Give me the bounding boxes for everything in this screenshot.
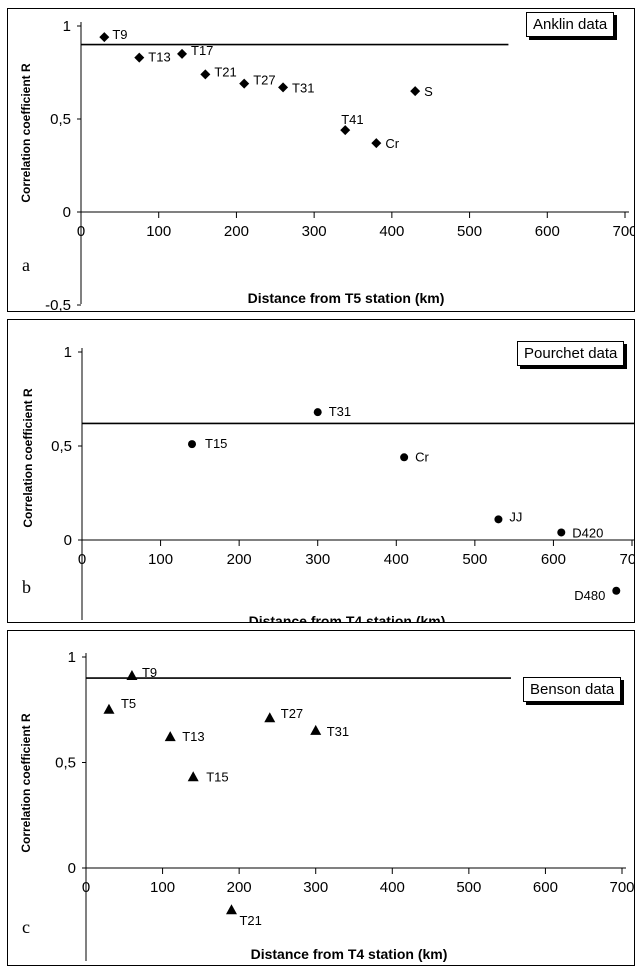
data-point-d420: [557, 528, 566, 537]
legend-benson: Benson data: [523, 677, 622, 702]
x-tick-label: 700: [619, 551, 634, 568]
y-tick-label: 0,5: [50, 111, 71, 128]
y-tick-label: 0: [63, 204, 71, 221]
x-tick-label: 600: [541, 551, 566, 568]
point-label-t21: T21: [239, 913, 261, 928]
x-tick-label: 300: [303, 879, 328, 896]
y-tick-label: -0,5: [45, 297, 71, 311]
panel-letter: b: [22, 577, 31, 597]
chart-panel-b: 10,50-0,50100200300400500600700T31T15CrJ…: [7, 319, 635, 623]
point-label-t13: T13: [182, 729, 204, 744]
panel-letter: c: [22, 917, 30, 937]
y-tick-label: 1: [68, 649, 76, 666]
point-label-t31: T31: [327, 724, 349, 739]
y-tick-label: 0,5: [55, 755, 76, 772]
point-label-t31: T31: [329, 404, 351, 419]
x-tick-label: 100: [146, 223, 171, 240]
data-point-d480: [612, 586, 621, 595]
data-point-t9: [126, 669, 138, 680]
y-tick-label: 1: [64, 344, 72, 361]
x-axis-title: Distance from T5 station (km): [248, 290, 445, 306]
data-point-t31: [310, 724, 322, 735]
point-label-t15: T15: [206, 769, 228, 784]
data-point-t31: [313, 408, 322, 417]
x-tick-label: 400: [384, 551, 409, 568]
chart-b-svg: 10,50-0,50100200300400500600700T31T15CrJ…: [21, 344, 634, 622]
data-point-s: [410, 86, 421, 97]
data-point-t27: [239, 78, 250, 89]
y-tick-label: 0: [68, 860, 76, 877]
point-label-d420: D420: [572, 525, 603, 540]
point-label-t17: T17: [191, 43, 213, 58]
point-label-t15: T15: [205, 436, 227, 451]
chart-panel-c: 10,50-0,50100200300400500600700T9T5T13T2…: [7, 630, 635, 966]
x-tick-label: 400: [379, 223, 404, 240]
x-axis-title: Distance from T4 station (km): [249, 613, 446, 622]
y-axis-title: Correlation coefficient R: [21, 388, 35, 528]
data-point-t21: [225, 904, 237, 915]
x-tick-label: 0: [77, 223, 85, 240]
chart-panel-a: 1 0,5 0 -0,5 0 100 200 300 400 500 600 700 T9 T13 T17 T…: [7, 8, 635, 312]
data-point-t27: [264, 712, 276, 723]
x-tick-label: 600: [535, 223, 560, 240]
point-label-t41: T41: [341, 112, 363, 127]
legend-pourchet: Pourchet data: [517, 341, 625, 366]
x-tick-label: 0: [82, 879, 90, 896]
x-tick-label: 400: [380, 879, 405, 896]
y-tick-label: 1: [63, 18, 71, 35]
y-axis-title: Correlation coefficient R: [19, 713, 33, 853]
point-label-t13: T13: [148, 50, 170, 65]
point-label-t27: T27: [281, 706, 303, 721]
y-axis-title: Correlation coefficient R: [19, 63, 33, 203]
point-label-cr: Cr: [385, 136, 399, 151]
data-point-t9: [99, 32, 110, 43]
x-tick-label: 600: [533, 879, 558, 896]
point-label-t9: T9: [112, 27, 127, 42]
point-label-t21: T21: [214, 64, 236, 79]
x-tick-label: 200: [227, 879, 252, 896]
data-point-jj: [494, 515, 503, 524]
x-tick-label: 300: [305, 551, 330, 568]
data-point-cr: [371, 138, 382, 149]
data-point-cr: [400, 453, 409, 462]
x-tick-label: 500: [457, 223, 482, 240]
point-label-t9: T9: [142, 665, 157, 680]
point-label-jj: JJ: [509, 509, 522, 524]
x-tick-label: 700: [609, 879, 634, 896]
data-point-t5: [103, 703, 115, 714]
point-label-cr: Cr: [415, 449, 429, 464]
point-label-t27: T27: [253, 73, 275, 88]
legend-anklin: Anklin data: [526, 12, 615, 37]
x-tick-label: 500: [456, 879, 481, 896]
data-point-t21: [200, 69, 211, 80]
x-tick-label: 100: [148, 551, 173, 568]
data-point-t15: [187, 771, 199, 782]
point-label-s: S: [424, 84, 433, 99]
y-tick-label: 0: [64, 532, 72, 549]
x-tick-label: 200: [227, 551, 252, 568]
data-point-t15: [188, 440, 196, 449]
point-label-d480: D480: [574, 588, 605, 603]
x-tick-label: 100: [150, 879, 175, 896]
panel-letter: a: [22, 255, 30, 275]
data-point-t13: [134, 52, 145, 63]
data-point-t41: [340, 125, 351, 136]
x-axis-title: Distance from T4 station (km): [251, 946, 448, 962]
data-point-t13: [164, 731, 176, 742]
x-tick-label: 200: [224, 223, 249, 240]
x-tick-label: 500: [462, 551, 487, 568]
x-tick-label: 300: [302, 223, 327, 240]
x-tick-label: 700: [612, 223, 634, 240]
chart-c-svg: 10,50-0,50100200300400500600700T9T5T13T2…: [19, 649, 634, 962]
point-label-t5: T5: [121, 696, 136, 711]
data-point-t31: [278, 82, 289, 93]
y-tick-label: 0,5: [51, 438, 72, 455]
x-tick-label: 0: [78, 551, 86, 568]
point-label-t31: T31: [292, 80, 314, 95]
data-point-t17: [177, 48, 188, 59]
